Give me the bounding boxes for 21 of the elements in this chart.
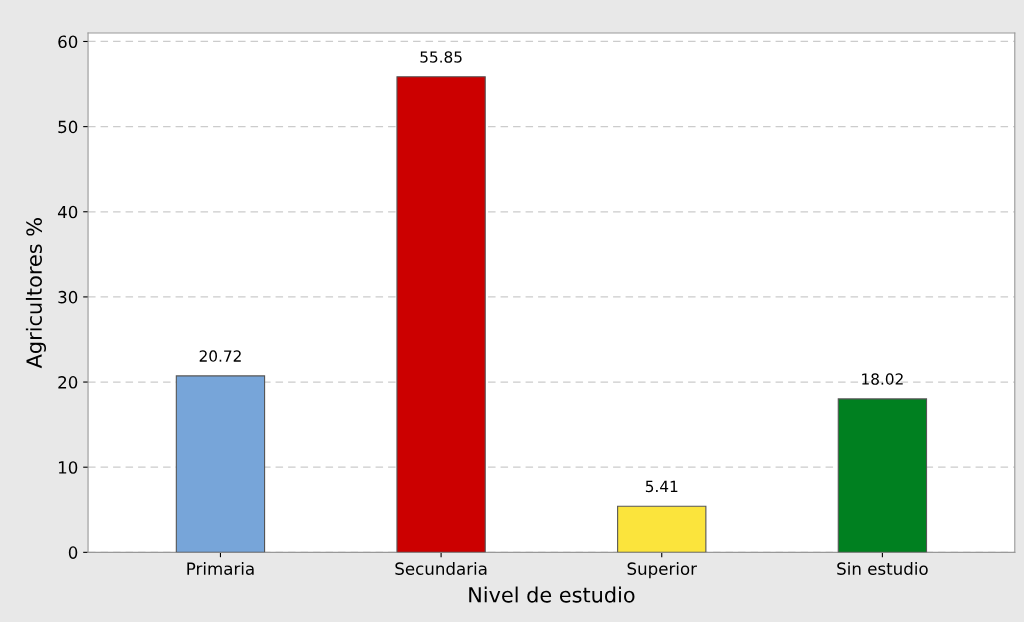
- bar: [175, 375, 266, 553]
- x-tick-label: Sin estudio: [837, 562, 928, 575]
- y-tick-label: 0: [68, 546, 78, 559]
- x-tick-label: Secundaria: [395, 562, 487, 575]
- y-tick-label: 50: [58, 120, 78, 134]
- y-tick-label: 10: [58, 461, 78, 474]
- bar: [617, 505, 707, 553]
- y-tick-label: 60: [58, 35, 78, 49]
- y-tick-label: 30: [58, 290, 78, 304]
- x-tick-label: Primaria: [187, 562, 254, 575]
- data-label: 55.85: [420, 51, 462, 63]
- bar: [837, 398, 928, 553]
- data-label: 18.02: [862, 373, 903, 385]
- bar: [396, 76, 486, 553]
- y-tick-label: 20: [58, 376, 78, 389]
- y-tick-label: 40: [57, 205, 78, 219]
- data-label: 20.72: [199, 350, 241, 362]
- y-axis-title: Agricultores %: [25, 218, 47, 369]
- x-tick-label: Superior: [627, 562, 697, 579]
- x-axis-title: Nivel de estudio: [469, 586, 635, 603]
- data-label: 5.41: [645, 480, 678, 493]
